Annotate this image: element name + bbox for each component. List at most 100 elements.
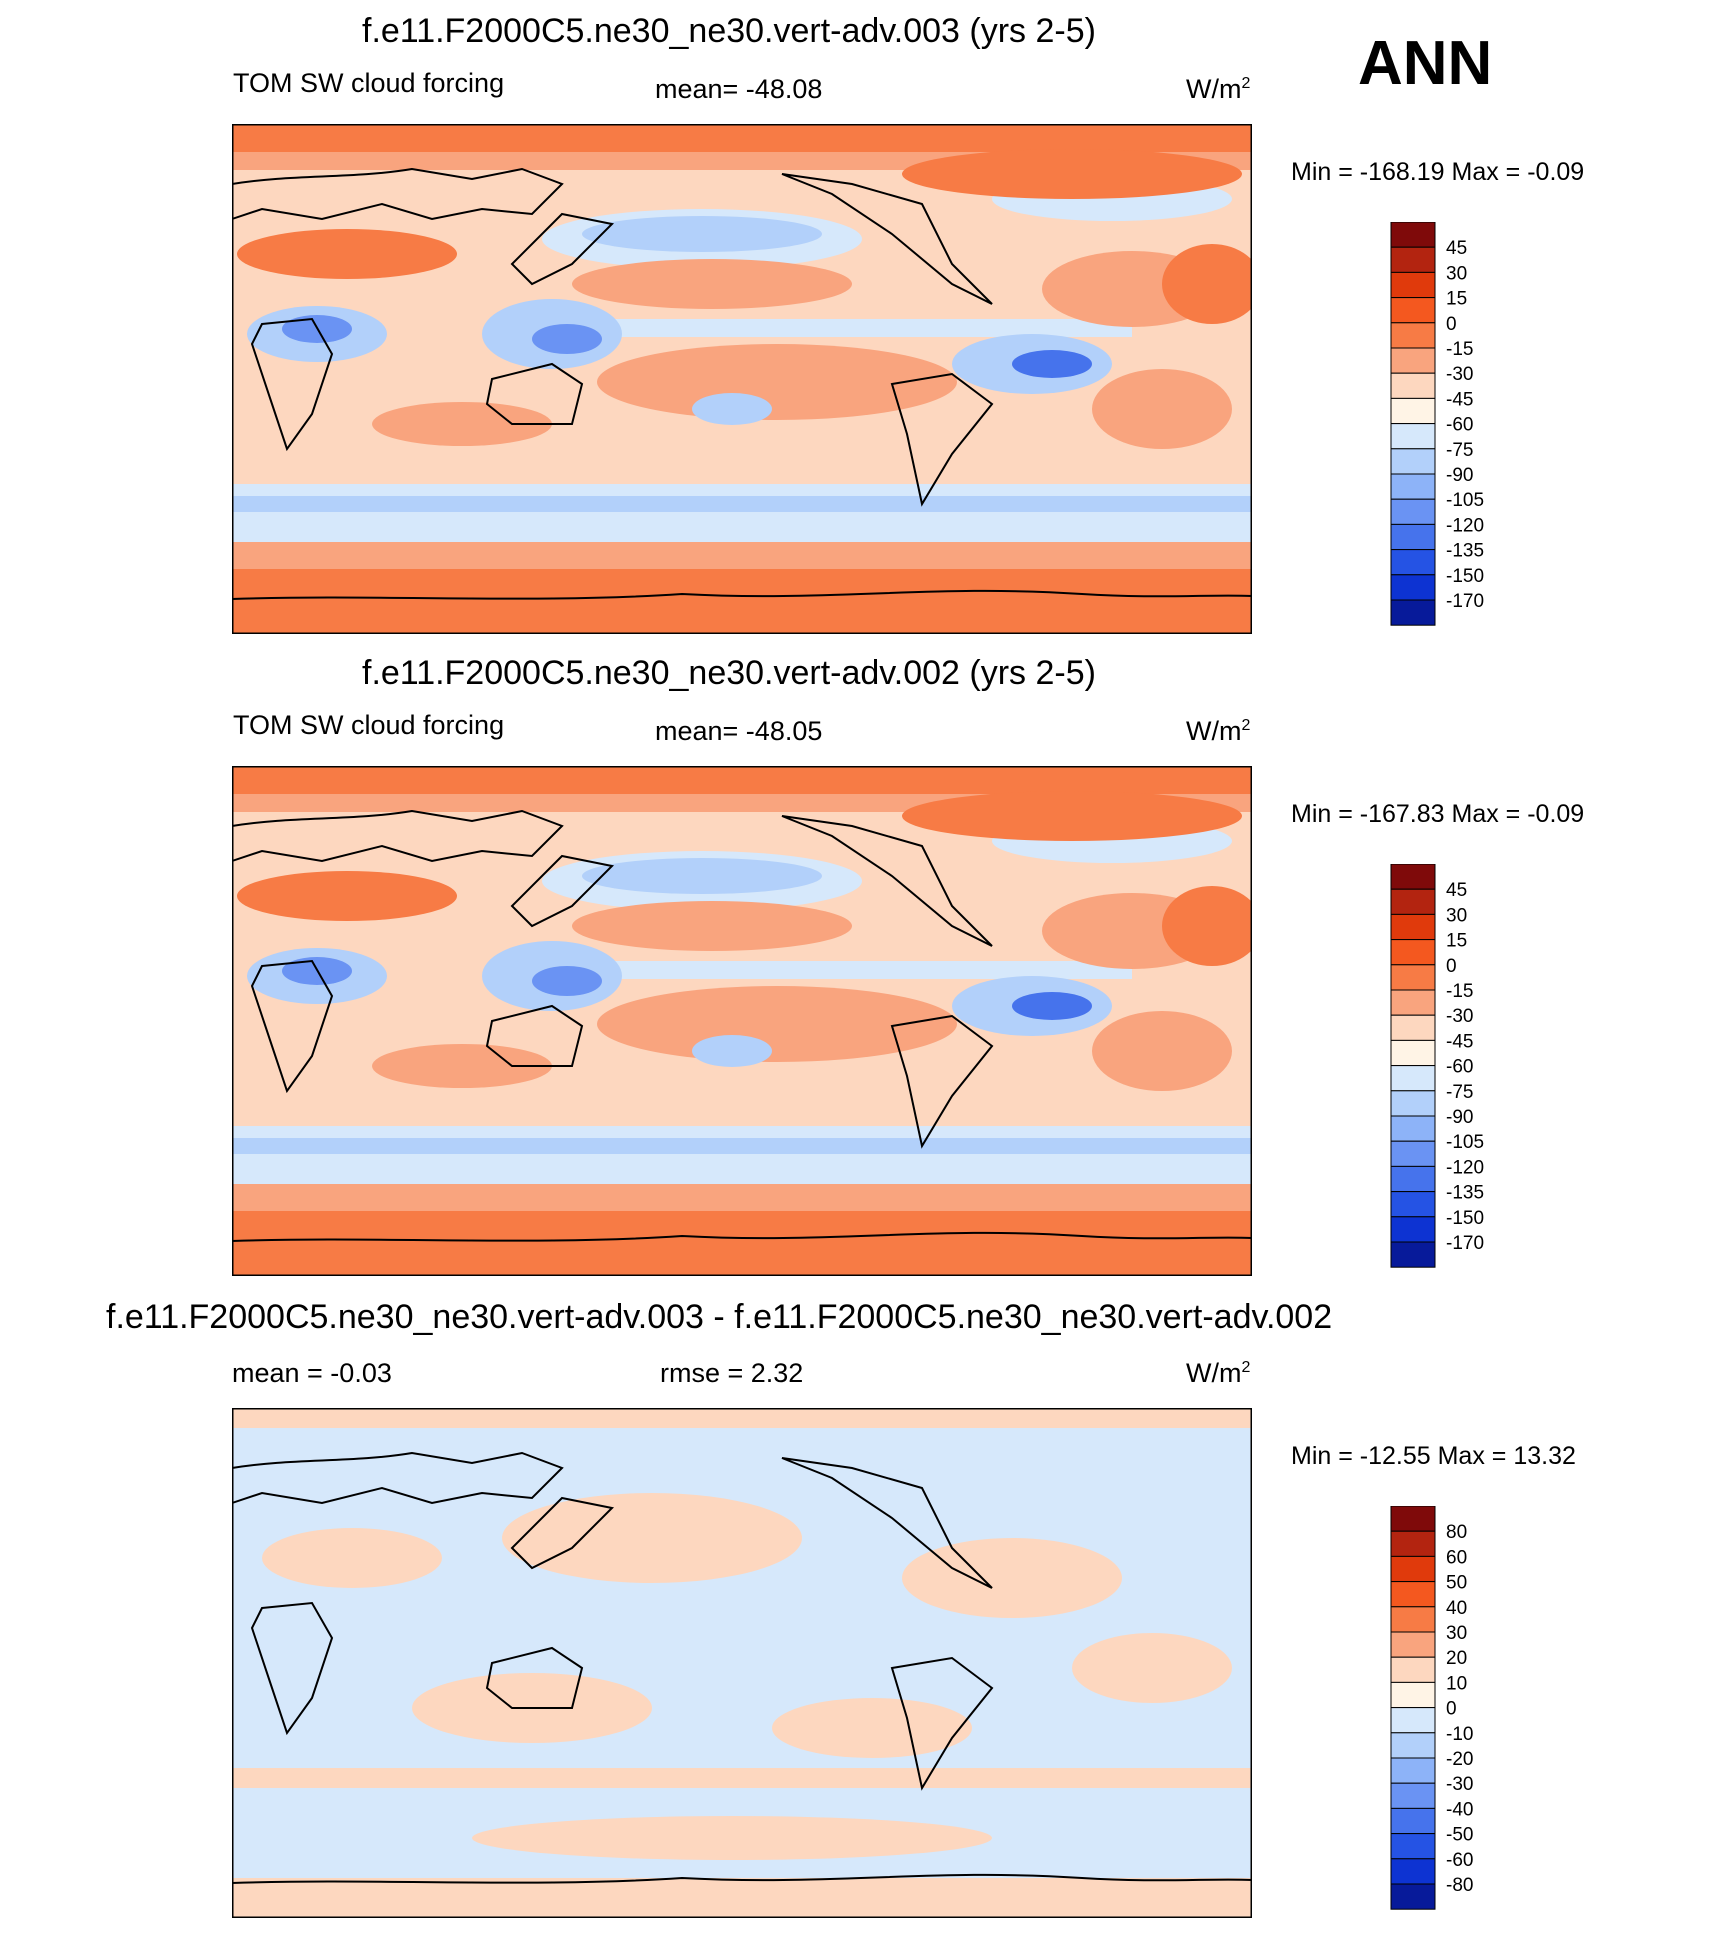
colorbar-swatch <box>1390 498 1436 525</box>
colorbar-swatch <box>1390 989 1436 1016</box>
colorbar-label: -170 <box>1446 1233 1484 1254</box>
colorbar-label: -120 <box>1446 1157 1484 1178</box>
colorbar: 45 30 15 0 -15 -30 -45 -60 -75 -90 -105 -120 -135 -15… <box>1390 222 1484 626</box>
colorbar-swatch <box>1390 271 1436 299</box>
units-label: W/m2 <box>1186 1358 1251 1388</box>
colorbar-label: -75 <box>1446 1082 1473 1103</box>
colorbar-swatch <box>1390 1732 1436 1759</box>
colorbar-label: -30 <box>1446 1774 1473 1795</box>
colorbar-swatch <box>1390 1858 1436 1885</box>
colorbar-label: 80 <box>1446 1522 1467 1543</box>
colorbar-swatch <box>1390 222 1436 248</box>
colorbar-swatch <box>1390 1241 1436 1268</box>
colorbar-swatch <box>1390 964 1436 991</box>
colorbar: 45 30 15 0 -15 -30 -45 -60 -75 -90 -105 -120 -135 -15… <box>1390 864 1484 1268</box>
colorbar-label: 15 <box>1446 931 1467 952</box>
colorbar-swatch <box>1390 347 1436 374</box>
colorbar-swatch <box>1390 1555 1436 1583</box>
colorbar-swatch <box>1390 1707 1436 1734</box>
colorbar-label: -105 <box>1446 1132 1484 1153</box>
colorbar-label: -105 <box>1446 490 1484 511</box>
min-max-label: Min = -12.55 Max = 13.32 <box>1291 1442 1576 1470</box>
colorbar-swatch <box>1390 1506 1436 1532</box>
colorbar-swatch <box>1390 1115 1436 1142</box>
colorbar-label: 10 <box>1446 1673 1467 1694</box>
colorbar-swatch <box>1390 246 1436 273</box>
colorbar-swatch <box>1390 1090 1436 1117</box>
colorbar-swatch <box>1390 1581 1436 1608</box>
colorbar-label: 45 <box>1446 880 1467 901</box>
mean-label: mean= -48.08 <box>655 74 823 104</box>
colorbar-swatch <box>1390 1191 1436 1218</box>
colorbar-swatch <box>1390 322 1436 349</box>
panel-title: f.e11.F2000C5.ne30_ne30.vert-adv.002 (yr… <box>362 654 1096 692</box>
colorbar-swatch <box>1390 397 1436 425</box>
colorbar-label: 15 <box>1446 289 1467 310</box>
colorbar-label: -170 <box>1446 591 1484 612</box>
colorbar-swatch <box>1390 448 1436 475</box>
colorbar-swatch <box>1390 1782 1436 1809</box>
colorbar-label: 30 <box>1446 905 1467 926</box>
colorbar-label: -60 <box>1446 1850 1473 1871</box>
colorbar-label: -50 <box>1446 1825 1473 1846</box>
colorbar-swatch <box>1390 1757 1436 1784</box>
colorbar-swatch <box>1390 1883 1436 1910</box>
colorbar-label: -120 <box>1446 515 1484 536</box>
min-max-label: Min = -167.83 Max = -0.09 <box>1291 800 1585 828</box>
colorbar-label: -80 <box>1446 1875 1473 1896</box>
colorbar-label: 30 <box>1446 263 1467 284</box>
colorbar-label: 0 <box>1446 314 1457 335</box>
colorbar-swatch <box>1390 423 1436 450</box>
colorbar-swatch <box>1390 1681 1436 1709</box>
colorbar-label: -10 <box>1446 1724 1473 1745</box>
colorbar-swatch <box>1390 1140 1436 1167</box>
panel-title: f.e11.F2000C5.ne30_ne30.vert-adv.003 - f… <box>106 1298 1333 1336</box>
colorbar-swatch <box>1390 1606 1436 1633</box>
colorbar-swatch <box>1390 574 1436 601</box>
colorbar-label: 0 <box>1446 1699 1457 1720</box>
map-difference <box>232 1408 1252 1918</box>
colorbar-swatch <box>1390 1165 1436 1193</box>
colorbar-label: 50 <box>1446 1573 1467 1594</box>
colorbar-swatch <box>1390 1039 1436 1067</box>
colorbar-swatch <box>1390 1631 1436 1658</box>
mean-label: mean = -0.03 <box>232 1358 392 1388</box>
colorbar-label: -30 <box>1446 1006 1473 1027</box>
map-sw-cloud-forcing-002 <box>232 766 1252 1276</box>
colorbar-label: -60 <box>1446 415 1473 436</box>
colorbar-swatch <box>1390 939 1436 966</box>
season-label: ANN <box>1358 29 1493 98</box>
colorbar-swatch <box>1390 1065 1436 1092</box>
colorbar-swatch <box>1390 1656 1436 1683</box>
min-max-label: Min = -168.19 Max = -0.09 <box>1291 158 1585 186</box>
colorbar-label: -150 <box>1446 566 1484 587</box>
colorbar-label: -90 <box>1446 1107 1473 1128</box>
colorbar-swatch <box>1390 1014 1436 1041</box>
colorbar-label: -60 <box>1446 1057 1473 1078</box>
colorbar-label: -90 <box>1446 465 1473 486</box>
colorbar-label: 45 <box>1446 238 1467 259</box>
colorbar-swatch <box>1390 1807 1436 1835</box>
colorbar-swatch <box>1390 473 1436 500</box>
colorbar-label: -45 <box>1446 389 1473 410</box>
colorbar-label: -75 <box>1446 440 1473 461</box>
colorbar-label: -20 <box>1446 1749 1473 1770</box>
colorbar-label: -30 <box>1446 364 1473 385</box>
colorbar-swatch <box>1390 549 1436 576</box>
colorbar-label: 0 <box>1446 956 1457 977</box>
colorbar-swatch <box>1390 1530 1436 1557</box>
colorbar-label: -15 <box>1446 339 1473 360</box>
map-sw-cloud-forcing-003 <box>232 124 1252 634</box>
panel-title: f.e11.F2000C5.ne30_ne30.vert-adv.003 (yr… <box>362 12 1096 50</box>
units-label: W/m2 <box>1186 716 1251 746</box>
colorbar: 80 60 50 40 30 20 10 0 -10 -20 -30 -40 -50 -60 -80 <box>1390 1506 1473 1910</box>
mean-label: mean= -48.05 <box>655 716 823 746</box>
colorbar-label: -135 <box>1446 541 1484 562</box>
colorbar-label: -150 <box>1446 1208 1484 1229</box>
colorbar-swatch <box>1390 888 1436 915</box>
variable-label: TOM SW cloud forcing <box>233 710 505 740</box>
rmse-label: rmse = 2.32 <box>660 1358 804 1388</box>
colorbar-swatch <box>1390 599 1436 626</box>
colorbar-label: 30 <box>1446 1623 1467 1644</box>
colorbar-label: -40 <box>1446 1799 1473 1820</box>
